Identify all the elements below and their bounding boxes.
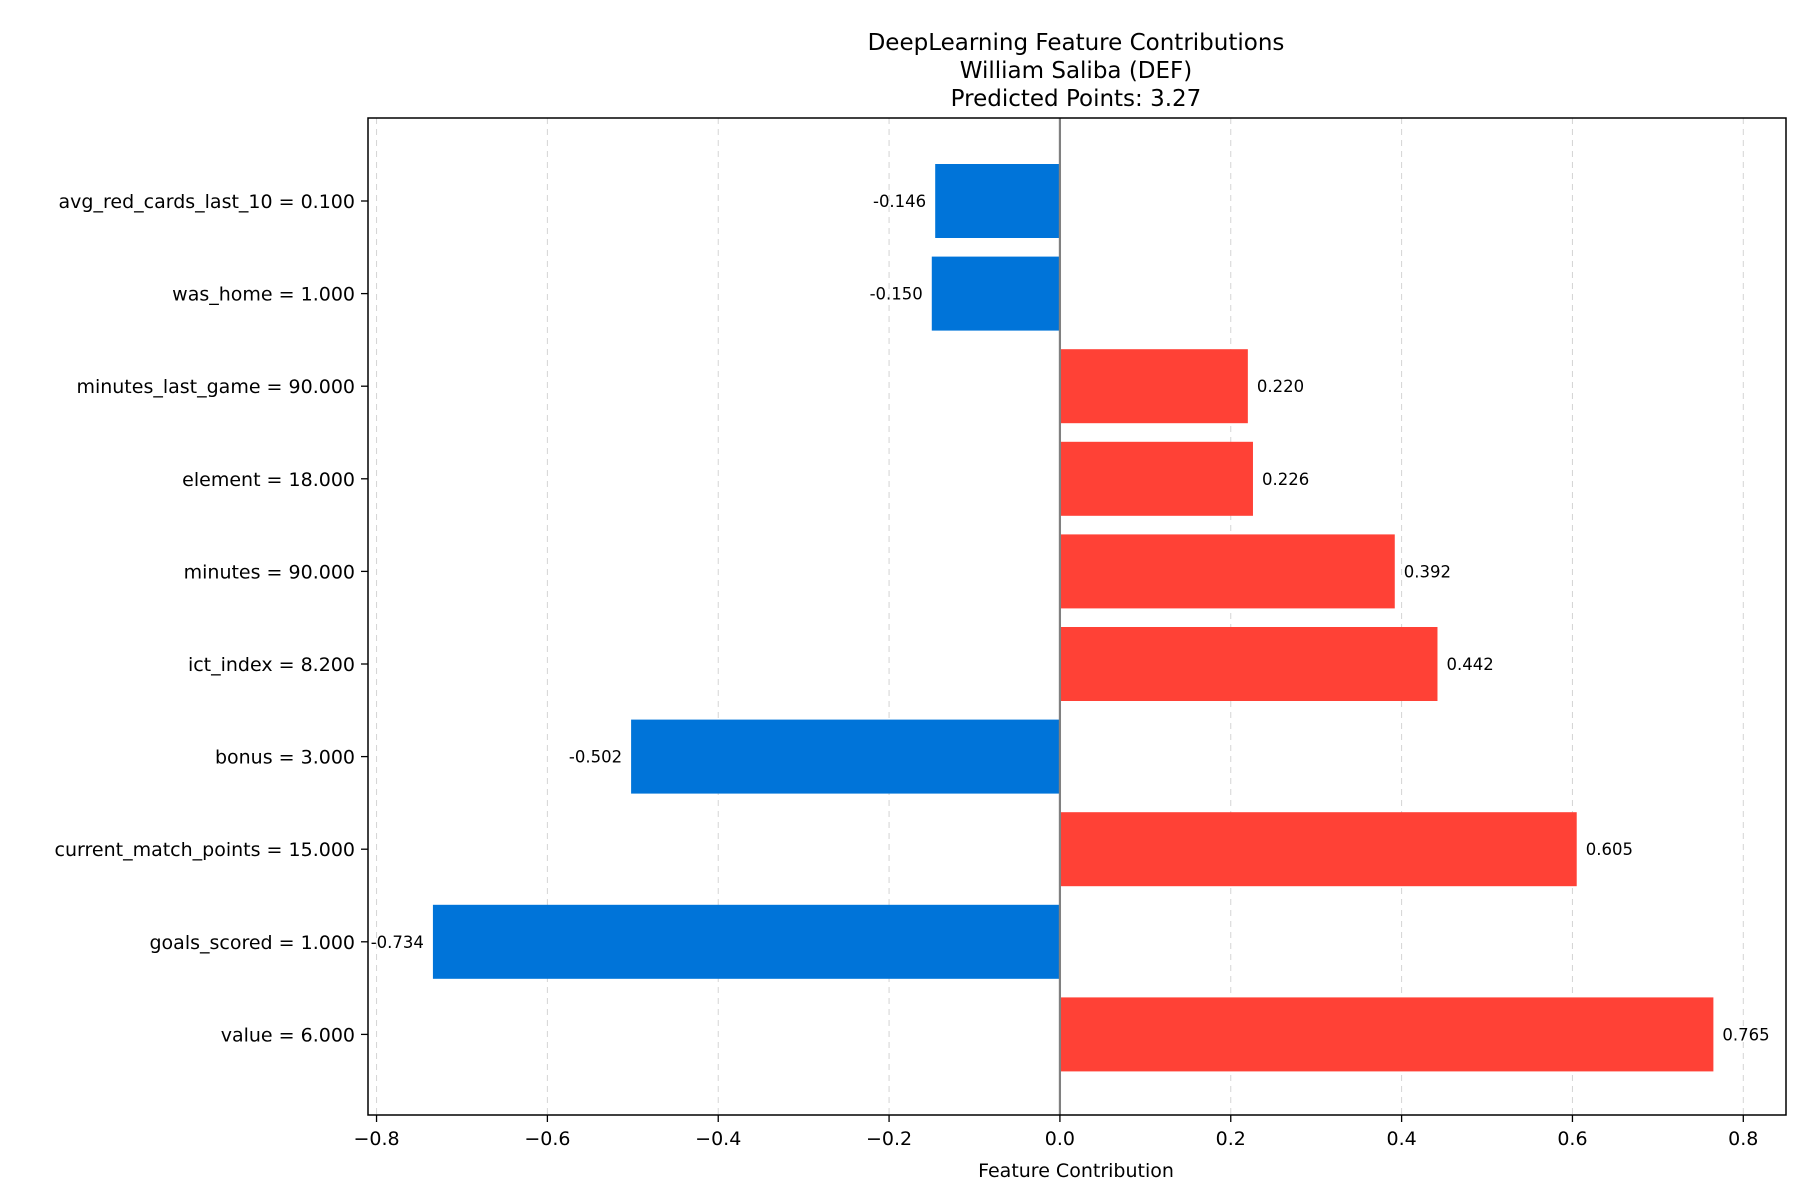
bar bbox=[935, 164, 1060, 238]
y-axis-ticks: avg_red_cards_last_10 = 0.100 was_home = … bbox=[55, 191, 368, 1046]
bar-value-label: 0.765 bbox=[1722, 1025, 1769, 1044]
x-tick-label: −0.8 bbox=[353, 1128, 399, 1150]
x-tick-label: 0.6 bbox=[1557, 1128, 1587, 1150]
y-tick-label: minutes_last_game = 90.000 bbox=[76, 376, 355, 398]
y-tick-label: ict_index = 8.200 bbox=[188, 654, 355, 676]
bar-value-label: -0.146 bbox=[873, 192, 926, 211]
x-tick-label: 0.0 bbox=[1045, 1128, 1075, 1150]
plot-frame bbox=[367, 117, 1787, 1116]
y-tick-label: element = 18.000 bbox=[182, 469, 355, 491]
bar-value-label: -0.502 bbox=[569, 748, 622, 767]
bar-value-label: -0.734 bbox=[371, 933, 424, 952]
bar bbox=[1059, 997, 1714, 1072]
x-tick-label: 0.2 bbox=[1216, 1128, 1246, 1150]
bar bbox=[1059, 627, 1438, 701]
y-tick-label: avg_red_cards_last_10 = 0.100 bbox=[59, 191, 355, 213]
x-tick-label: −0.4 bbox=[695, 1128, 741, 1150]
bar bbox=[1059, 441, 1253, 516]
x-axis-label: Feature Contribution bbox=[978, 1160, 1174, 1182]
bar bbox=[631, 719, 1060, 794]
grid-lines bbox=[376, 118, 1744, 1115]
bar bbox=[1059, 812, 1577, 887]
bar-value-label: 0.442 bbox=[1446, 655, 1493, 674]
chart-title: DeepLearning Feature Contributions bbox=[868, 30, 1285, 56]
x-tick-label: −0.2 bbox=[866, 1128, 912, 1150]
x-axis-ticks: −0.8 −0.6 −0.4 −0.2 0.0 0.2 0.4 0.6 0.8 bbox=[353, 1115, 1758, 1150]
chart-subtitle-player: William Saliba (DEF) bbox=[960, 58, 1193, 84]
y-tick-label: bonus = 3.000 bbox=[215, 747, 355, 769]
bar-value-label: 0.605 bbox=[1586, 840, 1633, 859]
y-tick-label: current_match_points = 15.000 bbox=[55, 839, 355, 861]
bar bbox=[1059, 349, 1248, 424]
value-labels: -0.146 -0.150 0.220 0.226 0.392 0.442 -0.502 0.… bbox=[371, 192, 1770, 1044]
x-tick-label: 0.4 bbox=[1386, 1128, 1416, 1150]
bar-value-label: -0.150 bbox=[870, 285, 923, 304]
bar bbox=[931, 256, 1060, 331]
bar-value-label: 0.226 bbox=[1262, 470, 1309, 489]
y-tick-label: was_home = 1.000 bbox=[172, 284, 355, 306]
y-tick-label: goals_scored = 1.000 bbox=[149, 932, 355, 954]
x-tick-label: −0.6 bbox=[524, 1128, 570, 1150]
bars bbox=[432, 164, 1714, 1072]
y-tick-label: value = 6.000 bbox=[221, 1024, 355, 1046]
y-tick-label: minutes = 90.000 bbox=[184, 561, 355, 583]
chart-subtitle-prediction: Predicted Points: 3.27 bbox=[951, 86, 1202, 112]
bar bbox=[432, 904, 1060, 979]
x-tick-label: 0.8 bbox=[1728, 1128, 1758, 1150]
bar-value-label: 0.220 bbox=[1257, 377, 1304, 396]
bar-value-label: 0.392 bbox=[1404, 562, 1451, 581]
bar bbox=[1059, 534, 1395, 609]
